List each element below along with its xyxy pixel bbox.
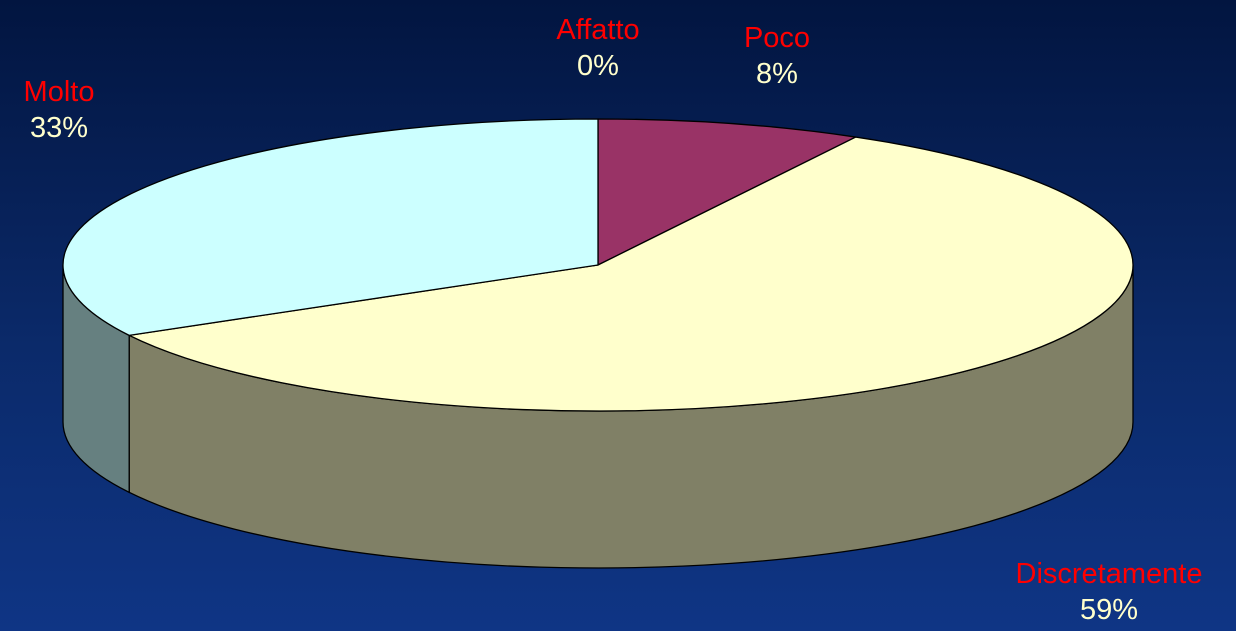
slice-label-affatto: Affatto 0% — [548, 12, 648, 84]
slice-poco — [597, 118, 857, 266]
slice-discretamente — [128, 136, 1134, 412]
slice-percent-affatto: 0% — [577, 50, 619, 82]
slice-percent-poco: 8% — [756, 58, 798, 90]
slice-name-discretamente: Discretamente — [1015, 558, 1203, 590]
slice-percent-molto: 33% — [29, 112, 89, 144]
slice-label-discretamente: Discretamente 59% — [985, 556, 1233, 628]
slice-percent-discretamente: 59% — [1079, 594, 1139, 626]
slice-name-poco: Poco — [743, 22, 811, 54]
slice-molto — [62, 118, 599, 336]
slice-name-affatto: Affatto — [556, 14, 640, 46]
slice-label-poco: Poco 8% — [722, 20, 832, 92]
slice-label-molto: Molto 33% — [4, 74, 114, 146]
slice-name-molto: Molto — [23, 76, 95, 108]
